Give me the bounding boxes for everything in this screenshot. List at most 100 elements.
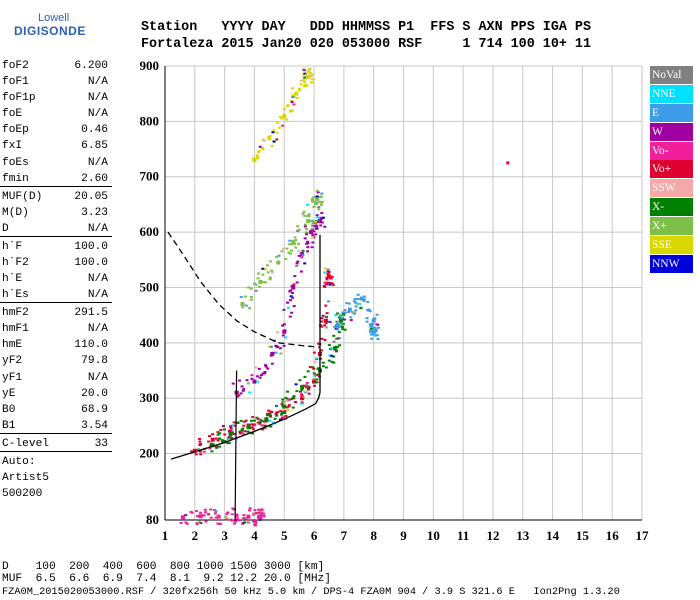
- echo-mark: [221, 425, 225, 428]
- echo-mark: [290, 285, 294, 288]
- echo-mark: [257, 272, 261, 275]
- echo-mark: [285, 118, 289, 121]
- echo-mark: [288, 315, 292, 318]
- echo-mark: [368, 310, 372, 313]
- echo-mark: [311, 222, 315, 225]
- echo-mark: [279, 115, 283, 118]
- echo-mark: [366, 300, 370, 303]
- echo-mark: [243, 521, 247, 524]
- echo-mark: [244, 517, 248, 520]
- echo-mark: [319, 218, 323, 221]
- echo-mark: [312, 380, 316, 383]
- echo-mark: [291, 94, 295, 97]
- echo-mark: [204, 520, 208, 523]
- legend-item-ssw: SSW: [650, 179, 693, 198]
- echo-mark: [321, 216, 325, 219]
- echo-mark: [199, 516, 203, 519]
- echo-mark: [375, 334, 379, 337]
- echo-mark: [209, 516, 213, 519]
- echo-mark: [245, 379, 249, 382]
- echo-mark: [302, 73, 306, 76]
- echo-mark: [231, 507, 235, 510]
- param-row: fmin 2.60: [0, 171, 112, 187]
- echo-mark: [184, 514, 188, 517]
- echo-mark: [355, 302, 359, 305]
- echo-mark: [303, 214, 307, 217]
- echo-mark: [267, 409, 271, 412]
- echo-mark: [232, 432, 236, 435]
- echo-mark: [197, 437, 201, 440]
- echo-mark: [310, 73, 314, 76]
- echo-mark: [287, 243, 291, 246]
- echo-mark: [276, 121, 280, 124]
- echo-mark: [242, 514, 246, 517]
- echo-mark: [354, 309, 358, 312]
- echo-mark: [236, 395, 240, 398]
- echo-mark: [240, 385, 244, 388]
- echo-mark: [359, 307, 363, 310]
- echo-mark: [276, 411, 280, 414]
- echo-mark: [286, 301, 290, 304]
- echo-mark: [284, 257, 288, 260]
- echo-mark: [198, 444, 202, 447]
- echo-mark: [239, 392, 243, 395]
- echo-mark: [268, 276, 272, 279]
- echo-mark: [362, 300, 366, 303]
- echo-mark: [214, 510, 218, 513]
- echo-mark: [212, 509, 216, 512]
- echo-mark: [323, 225, 327, 228]
- param-row: fxI 6.85: [2, 140, 108, 153]
- echo-mark: [277, 254, 281, 257]
- y-tick-label: 200: [140, 446, 160, 461]
- echo-mark: [334, 314, 338, 317]
- echo-mark: [369, 327, 373, 330]
- echo-mark: [336, 346, 340, 349]
- echo-mark: [369, 330, 373, 333]
- data-point: [338, 318, 343, 323]
- echo-mark: [199, 453, 203, 456]
- param-row: B0 68.9: [2, 403, 108, 416]
- data-point: [347, 307, 352, 312]
- y-tick-label: 900: [140, 58, 160, 73]
- legend-item-nne: NNE: [650, 84, 693, 103]
- echo-mark: [295, 390, 299, 393]
- echo-mark: [281, 416, 285, 419]
- echo-mark: [281, 334, 285, 337]
- muf-dashed-curve: [167, 231, 321, 348]
- echo-mark: [216, 431, 220, 434]
- echo-mark: [303, 84, 307, 87]
- echo-mark: [349, 316, 353, 319]
- echo-mark: [308, 67, 312, 70]
- echo-mark: [370, 337, 374, 340]
- echo-mark: [269, 354, 273, 357]
- echo-mark: [287, 398, 291, 401]
- echo-mark: [315, 189, 319, 192]
- echo-mark: [219, 428, 223, 431]
- echo-mark: [288, 299, 292, 302]
- param-row: hmF1 N/A: [2, 323, 108, 336]
- echo-mark: [356, 298, 360, 301]
- echo-mark: [253, 524, 257, 527]
- header-labels: Station YYYY DAY DDD HHMMSS P1 FFS S AXN…: [141, 20, 591, 35]
- param-row: hmF2 291.5: [2, 307, 108, 320]
- echo-mark: [254, 283, 258, 286]
- echo-mark: [203, 511, 207, 514]
- echo-mark: [275, 255, 279, 258]
- data-point: [234, 513, 239, 518]
- echo-mark: [341, 322, 345, 325]
- echo-mark: [354, 305, 358, 308]
- echo-mark: [286, 409, 290, 412]
- legend-item-sse: SSE: [650, 236, 693, 255]
- echo-mark: [312, 367, 316, 370]
- echo-mark: [218, 432, 222, 435]
- echo-mark: [267, 419, 271, 422]
- y-tick-label: 600: [140, 224, 160, 239]
- echo-mark: [280, 250, 284, 253]
- param-row: D N/A: [0, 221, 112, 237]
- echo-mark: [336, 312, 340, 315]
- echo-mark: [262, 139, 266, 142]
- echo-mark: [259, 513, 263, 516]
- echo-mark: [329, 282, 333, 285]
- echo-mark: [230, 519, 234, 522]
- echo-mark: [371, 323, 375, 326]
